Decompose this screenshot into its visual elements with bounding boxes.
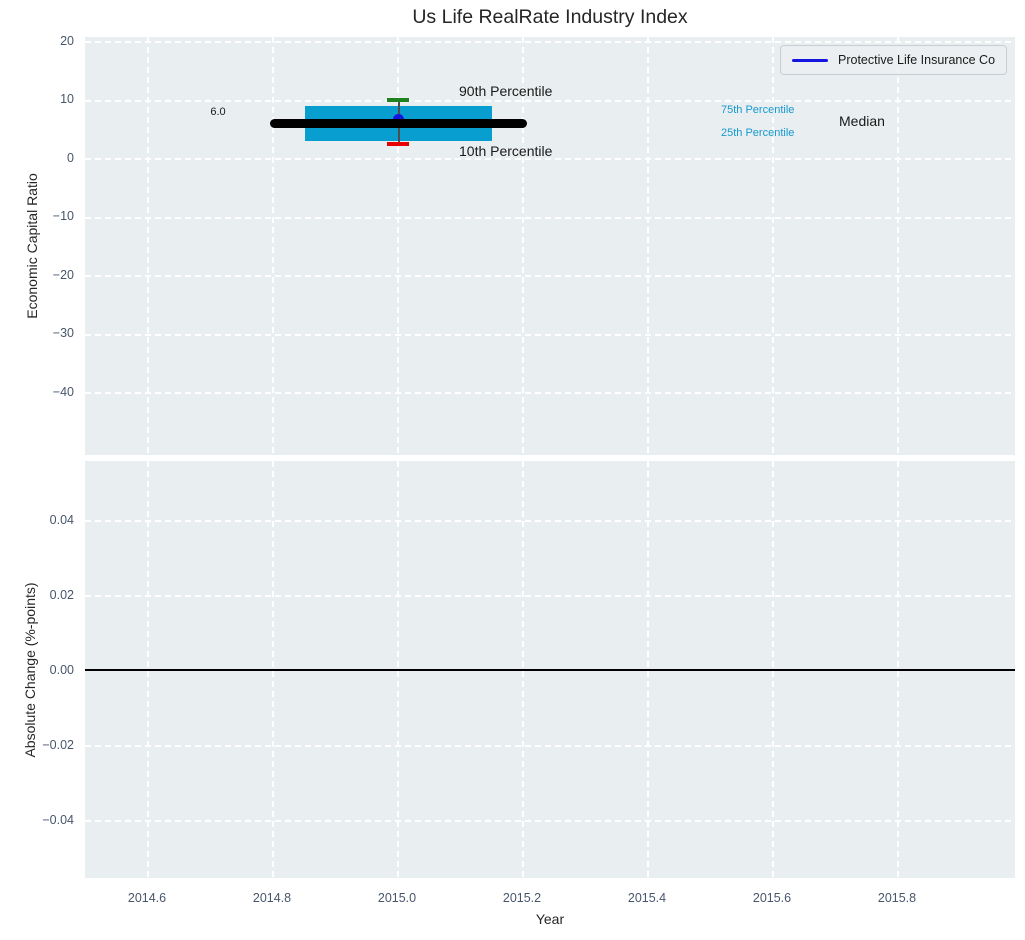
x-tick-label: 2015.4 <box>627 891 667 905</box>
legend-entry-label: Protective Life Insurance Co <box>838 53 996 67</box>
bottom-axes <box>85 461 1015 878</box>
gridline-horizontal <box>85 392 1015 394</box>
y-tick-label: −10 <box>52 209 74 223</box>
median-value-label: 6.0 <box>210 106 226 118</box>
y-tick-label: 0 <box>67 151 74 165</box>
y-tick-label: 0.02 <box>49 588 74 602</box>
y-tick-label: −0.02 <box>42 738 74 752</box>
gridline-vertical <box>772 37 774 455</box>
x-tick-label: 2015.2 <box>502 891 542 905</box>
y-tick-label: 0.00 <box>49 663 74 677</box>
gridline-horizontal <box>85 745 1015 747</box>
gridline-horizontal <box>85 820 1015 822</box>
p90-cap <box>387 98 409 102</box>
y-tick-label: −0.04 <box>42 813 74 827</box>
bottom-y-axis-label: Absolute Change (%-points) <box>22 582 38 758</box>
gridline-vertical <box>897 37 899 455</box>
p90-label: 90th Percentile <box>459 83 553 99</box>
gridline-horizontal <box>85 595 1015 597</box>
x-tick-label: 2015.0 <box>377 891 417 905</box>
median-label: Median <box>839 113 885 129</box>
y-tick-label: −40 <box>52 385 74 399</box>
legend: Protective Life Insurance Co <box>780 45 1007 75</box>
gridline-vertical <box>647 37 649 455</box>
gridline-horizontal <box>85 100 1015 102</box>
gridline-horizontal <box>85 334 1015 336</box>
p10-cap <box>387 142 409 146</box>
x-tick-label: 2015.8 <box>877 891 917 905</box>
y-tick-label: 20 <box>60 34 74 48</box>
gridline-vertical <box>522 37 524 455</box>
median-line <box>270 119 527 128</box>
y-tick-label: −20 <box>52 268 74 282</box>
chart-title: Us Life RealRate Industry Index <box>412 6 688 28</box>
gridline-vertical <box>397 37 399 455</box>
gridline-vertical <box>272 37 274 455</box>
gridline-horizontal <box>85 217 1015 219</box>
gridline-horizontal <box>85 275 1015 277</box>
p10-label: 10th Percentile <box>459 143 553 159</box>
y-tick-label: 10 <box>60 92 74 106</box>
gridline-horizontal <box>85 520 1015 522</box>
x-tick-label: 2014.6 <box>127 891 167 905</box>
x-tick-label: 2015.6 <box>752 891 792 905</box>
x-tick-label: 2014.8 <box>252 891 292 905</box>
p75-label: 75th Percentile <box>721 104 795 116</box>
zero-reference-line <box>85 669 1015 671</box>
y-tick-label: 0.04 <box>49 513 74 527</box>
legend-line-sample <box>792 58 828 62</box>
p25-label: 25th Percentile <box>721 127 795 139</box>
y-tick-label: −30 <box>52 326 74 340</box>
top-y-axis-label: Economic Capital Ratio <box>24 173 40 319</box>
gridline-vertical <box>147 37 149 455</box>
top-axes: 6.0 90th Percentile 10th Percentile 75th… <box>85 37 1015 455</box>
gridline-horizontal <box>85 158 1015 160</box>
x-axis-label: Year <box>535 911 565 927</box>
gridline-horizontal <box>85 41 1015 43</box>
